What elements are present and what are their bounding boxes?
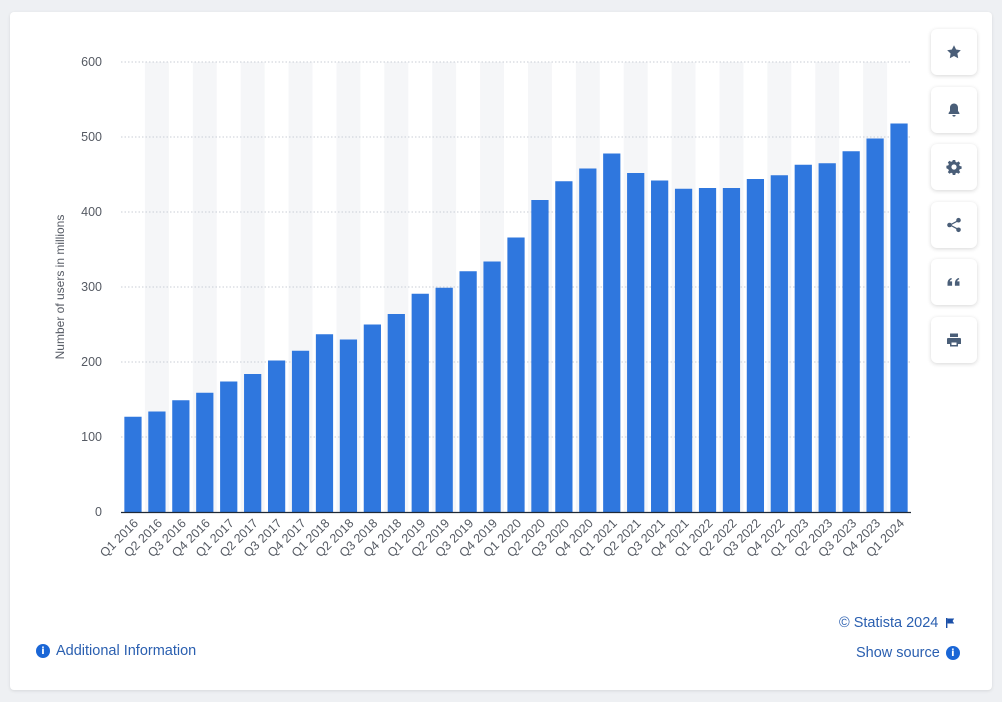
- star-icon: [947, 45, 961, 59]
- info-icon: i: [36, 644, 50, 658]
- settings-button[interactable]: [931, 144, 977, 190]
- bar: [579, 168, 597, 512]
- bar: [148, 411, 166, 512]
- bar: [698, 188, 717, 512]
- y-tick-label: 100: [81, 430, 102, 444]
- bar: [651, 180, 669, 512]
- bar: [435, 287, 453, 512]
- y-tick-label: 500: [81, 130, 102, 144]
- y-tick-label: 300: [81, 280, 102, 294]
- bar: [315, 334, 334, 512]
- chart-card: 0 100 200 300 400 500 600 Q1 2016 Q2 2016 Q3 2016…: [10, 12, 992, 690]
- bar: [627, 173, 645, 512]
- bar: [244, 374, 262, 512]
- show-source-label: Show source: [856, 645, 940, 661]
- additional-information-label: Additional Information: [56, 643, 197, 659]
- bar: [531, 200, 549, 512]
- bar: [507, 237, 525, 512]
- print-icon: [947, 333, 961, 346]
- y-tick-label: 0: [95, 505, 102, 519]
- share-button[interactable]: [931, 201, 977, 248]
- print-button[interactable]: [931, 316, 977, 363]
- bar: [387, 314, 405, 512]
- statista-copyright[interactable]: © Statista 2024: [839, 615, 956, 631]
- bar: [124, 416, 142, 512]
- quote-icon: [947, 278, 960, 286]
- chart-toolbar: [931, 29, 979, 374]
- bell-icon: [948, 103, 960, 117]
- bar: [291, 350, 310, 512]
- bar: [746, 179, 765, 512]
- bar: [220, 381, 238, 512]
- copyright-text: © Statista 2024: [839, 615, 939, 631]
- favorite-button[interactable]: [931, 29, 977, 75]
- bar: [555, 181, 573, 512]
- share-icon: [947, 217, 961, 232]
- bar: [890, 123, 908, 512]
- bar: [411, 293, 429, 512]
- info-icon: i: [945, 646, 960, 660]
- additional-information-link[interactable]: i Additional Information: [36, 643, 196, 659]
- bar: [196, 392, 214, 512]
- y-tick-label: 400: [81, 205, 102, 219]
- bar: [339, 339, 358, 512]
- bar: [483, 261, 501, 512]
- bar: [866, 138, 884, 512]
- flag-icon: [946, 618, 955, 628]
- y-axis-label: Number of users in millions: [53, 215, 67, 360]
- y-tick-label: 600: [81, 55, 102, 69]
- bar: [459, 271, 477, 512]
- bar: [172, 400, 190, 512]
- y-tick-label: 200: [81, 355, 102, 369]
- bar: [722, 188, 741, 512]
- bar: [363, 324, 381, 512]
- show-source-link[interactable]: Show source i: [856, 645, 960, 661]
- bar: [818, 163, 836, 512]
- bar: [842, 151, 860, 512]
- bar: [770, 175, 788, 512]
- notification-button[interactable]: [931, 86, 977, 133]
- gear-icon: [946, 160, 962, 175]
- bar: [794, 164, 812, 512]
- bar: [674, 188, 693, 512]
- bar: [603, 153, 621, 512]
- cite-button[interactable]: [931, 259, 977, 305]
- bar: [267, 360, 286, 512]
